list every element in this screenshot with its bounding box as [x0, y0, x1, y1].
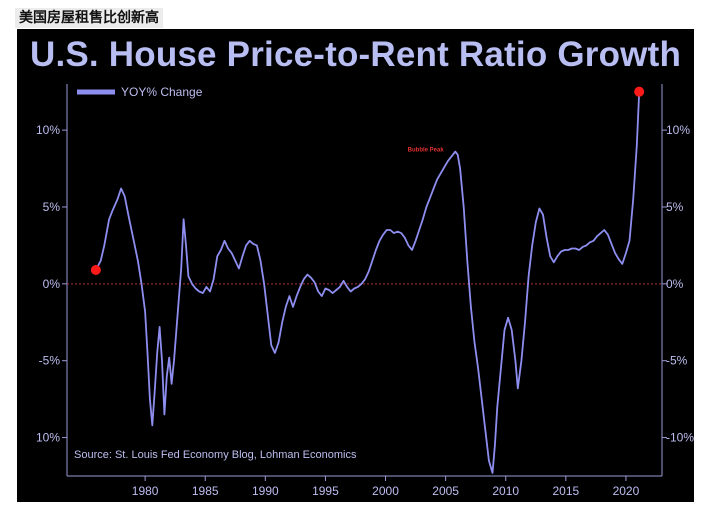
y-tick-label-right: 10% [666, 123, 690, 137]
axes [66, 84, 663, 477]
source-note: Source: St. Louis Fed Economy Blog, Lohm… [74, 449, 357, 461]
y-tick-label-right: 5% [666, 200, 684, 214]
y-tick-label-left: 5% [43, 200, 61, 214]
x-tick-label: 2005 [432, 484, 459, 498]
x-tick-label: 2000 [372, 484, 399, 498]
chart-title: U.S. House Price-to-Rent Ratio Growth [29, 35, 682, 74]
highlight-marker [634, 86, 645, 97]
y-tick-label-right: -10% [666, 431, 694, 445]
y-tick-label-left: 10% [36, 123, 60, 137]
y-tick-label-right: -5% [666, 354, 688, 368]
x-tick-label: 1995 [312, 484, 339, 498]
overlay: Bubble Peak YOY% Change Source: St. Louis … [74, 85, 645, 461]
series-line-yoy-change [95, 91, 641, 474]
caption: 美国房屋租售比创新高 [15, 8, 163, 28]
series [95, 91, 641, 474]
y-tick-label-left: 0% [43, 277, 61, 291]
ticks: 10% 10% 5% 5% 0% 0% -5% -5% 10% -10% 1980 1985 1990 1… [36, 123, 694, 498]
x-tick-label: 1990 [252, 484, 279, 498]
legend-label: YOY% Change [121, 85, 203, 99]
y-tick-label-left: -5% [39, 354, 61, 368]
x-tick-label: 1980 [132, 484, 159, 498]
x-tick-label: 1985 [192, 484, 219, 498]
highlight-marker [90, 265, 101, 276]
y-tick-label-right: 0% [666, 277, 684, 291]
annotation-bubble-peak: Bubble Peak [408, 148, 445, 154]
chart-svg: 10% 10% 5% 5% 0% 0% -5% -5% 10% -10% 1980 1985 1990 1… [36, 84, 694, 498]
y-tick-label-left: 10% [36, 431, 60, 445]
chart-panel: U.S. House Price-to-Rent Ratio Growth 10… [17, 29, 694, 502]
x-tick-label: 2015 [552, 484, 579, 498]
x-tick-label: 2010 [492, 484, 519, 498]
x-tick-label: 2020 [613, 484, 640, 498]
